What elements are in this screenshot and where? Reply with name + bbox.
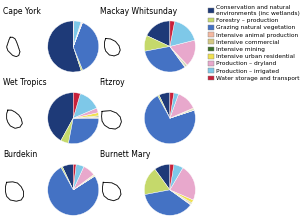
Wedge shape (170, 40, 195, 65)
Wedge shape (170, 93, 174, 118)
Wedge shape (48, 168, 99, 215)
Wedge shape (170, 108, 194, 118)
Wedge shape (73, 176, 95, 190)
Wedge shape (73, 116, 99, 118)
Wedge shape (155, 164, 170, 190)
Wedge shape (73, 164, 76, 190)
Polygon shape (7, 110, 22, 128)
Wedge shape (73, 21, 81, 46)
Wedge shape (170, 46, 186, 67)
Wedge shape (73, 22, 82, 46)
Wedge shape (170, 164, 174, 190)
Legend: Conservation and natural
environments (inc wetlands), Forestry – production, Gra: Conservation and natural environments (i… (208, 5, 300, 81)
Wedge shape (170, 21, 175, 46)
Wedge shape (73, 22, 82, 46)
Wedge shape (144, 169, 170, 195)
Wedge shape (170, 22, 194, 46)
Wedge shape (170, 190, 192, 204)
Wedge shape (158, 95, 170, 118)
Wedge shape (73, 164, 84, 190)
Wedge shape (73, 23, 99, 70)
Wedge shape (62, 164, 73, 190)
Text: Burdekin: Burdekin (3, 150, 37, 159)
Wedge shape (73, 116, 99, 118)
Wedge shape (73, 23, 82, 46)
Wedge shape (170, 46, 187, 66)
Wedge shape (73, 23, 82, 46)
Wedge shape (73, 22, 82, 46)
Wedge shape (170, 94, 193, 118)
Wedge shape (48, 21, 81, 72)
Wedge shape (144, 36, 170, 51)
Wedge shape (170, 110, 194, 118)
Wedge shape (145, 46, 185, 72)
Wedge shape (159, 93, 170, 118)
Wedge shape (48, 93, 73, 140)
Wedge shape (61, 118, 73, 143)
Wedge shape (73, 167, 94, 190)
Wedge shape (73, 93, 80, 118)
Wedge shape (73, 108, 98, 118)
Wedge shape (170, 165, 183, 190)
Wedge shape (73, 46, 83, 71)
Polygon shape (103, 182, 121, 201)
Wedge shape (73, 176, 95, 190)
Wedge shape (170, 46, 185, 67)
Wedge shape (147, 21, 170, 46)
Wedge shape (69, 118, 99, 144)
Polygon shape (5, 182, 24, 201)
Wedge shape (170, 93, 178, 118)
Wedge shape (73, 174, 94, 190)
Wedge shape (170, 168, 195, 200)
Text: Wet Tropics: Wet Tropics (3, 78, 47, 87)
Wedge shape (144, 96, 195, 144)
Wedge shape (145, 190, 191, 215)
Text: Mackay Whitsunday: Mackay Whitsunday (100, 7, 177, 16)
Wedge shape (73, 175, 95, 190)
Text: Fitzroy: Fitzroy (100, 78, 125, 87)
Wedge shape (170, 110, 194, 118)
Wedge shape (61, 167, 73, 190)
Text: Cape York: Cape York (3, 7, 41, 16)
Wedge shape (73, 21, 74, 46)
Wedge shape (170, 190, 191, 204)
Wedge shape (170, 190, 191, 205)
Polygon shape (7, 37, 20, 57)
Text: Burnett Mary: Burnett Mary (100, 150, 150, 159)
Wedge shape (170, 190, 193, 203)
Wedge shape (73, 113, 99, 118)
Wedge shape (170, 109, 194, 118)
Wedge shape (73, 117, 99, 118)
Wedge shape (170, 46, 187, 66)
Polygon shape (104, 39, 120, 56)
Wedge shape (73, 94, 97, 118)
Polygon shape (101, 111, 121, 129)
